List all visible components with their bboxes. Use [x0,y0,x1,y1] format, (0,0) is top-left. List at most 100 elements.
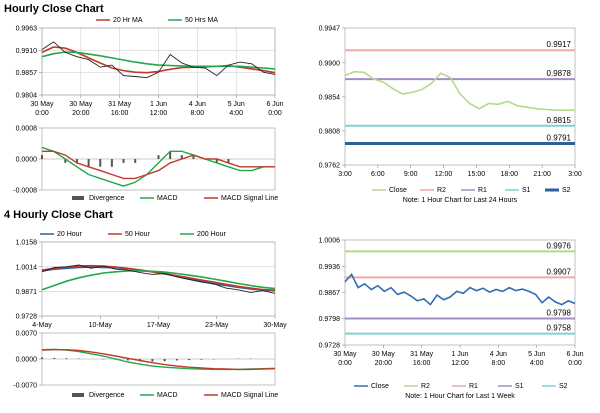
four-hourly-macd-ytick-label: -0.0070 [13,383,37,390]
four-hourly-levels-series-close [344,272,576,306]
hourly-levels-ytick-label: 0.9808 [319,128,341,135]
hourly-price-xtick-label: 12:00 [150,110,168,117]
hourly-price-series-close [41,41,276,79]
four-hourly-levels-ytick-label: 0.9936 [319,264,341,271]
four-hourly-macd-series-macd-signal-line [41,349,276,371]
hourly-macd-series-macd-signal-line [42,150,275,180]
four-hourly-price-series-close [41,264,276,294]
four-hourly-levels-xtick-label: 4 Jun [490,351,507,358]
hourly-levels-legend-item-label: S2 [562,187,571,194]
four-hourly-levels-level-label-s2: 0.9758 [547,324,572,333]
hourly-price-ytick-label: 0.9804 [16,93,38,100]
hourly-macd-ytick-label: 0.0000 [16,157,38,164]
hourly-levels-xtick-label: 6:00 [371,171,385,178]
hourly-price-xtick-label: 5 Jun [228,101,245,108]
hourly-levels-xtick-label: 12:00 [435,171,453,178]
four-hourly-levels-xtick-label: 0:00 [338,360,352,367]
four-hourly-levels-xtick-label: 30 May [372,351,395,358]
four-hourly-price-legend-item-label: 50 Hour [125,231,151,238]
four-hourly-levels-xtick-label: 30 May [334,351,357,358]
hourly-price-ytick-label: 0.9857 [16,70,38,77]
four-hourly-levels-level-label-r1: 0.9907 [547,267,572,276]
four-hourly-levels-xtick-label: 16:00 [413,360,431,367]
hourly-levels-level-label-s2: 0.9791 [547,134,572,143]
hourly-section-title: Hourly Close Chart [4,3,104,15]
four-hourly-levels-level-label-r2: 0.9976 [547,241,572,250]
four-hourly-price-ytick-label: 0.9728 [16,314,38,321]
four-hourly-levels-legend-item-label: S1 [515,383,524,390]
four-hourly-macd-legend-item-label: MACD [157,392,178,399]
hourly-price-xtick-label: 8:00 [191,110,205,117]
four-hourly-levels-ytick-label: 1.0006 [319,238,341,245]
four-hourly-macd-series-macd [41,348,276,371]
hourly-macd-legend-item-swatch [72,196,84,200]
four-hourly-section-title: 4 Hourly Close Chart [4,209,113,221]
four-hourly-macd-ytick-label: 0.0000 [16,357,38,364]
four-hourly-levels-legend-item-label: R1 [469,383,478,390]
hourly-levels-legend-item-label: S1 [522,187,531,194]
hourly-price-legend-item-label: 20 Hr MA [113,17,143,24]
hourly-macd-ytick-label: -0.0008 [13,188,37,195]
hourly-levels-legend-item-label: R2 [437,187,446,194]
hourly-levels-ytick-label: 0.9947 [319,26,341,33]
four-hourly-price-ytick-label: 1.0158 [16,240,38,247]
hourly-price-xtick-label: 1 Jun [150,101,167,108]
hourly-levels-xtick-label: 3:00 [338,171,352,178]
hourly-price-xtick-label: 30 May [31,101,54,108]
hourly-levels-level-label-r1: 0.9878 [547,69,572,78]
hourly-levels-ytick-label: 0.9762 [319,163,341,170]
four-hourly-price-xtick-label: 10-May [89,322,113,329]
four-hourly-price-series-200-hour [41,270,276,291]
hourly-price-legend-item-label: 50 Hrs MA [185,17,218,24]
four-hourly-levels-legend-item-label: R2 [421,383,430,390]
hourly-levels-ytick-label: 0.9854 [319,94,341,101]
hourly-levels-legend-item-label: Close [389,187,407,194]
four-hourly-price-legend-item-label: 20 Hour [57,231,83,238]
hourly-price-frame [41,27,276,96]
four-hourly-levels-xtick-label: 6 Jun [566,351,583,358]
hourly-levels-xtick-label: 21:00 [533,171,551,178]
hourly-price-xtick-label: 31 May [108,101,131,108]
hourly-price-xtick-label: 4:00 [229,110,243,117]
hourly-price-xtick-label: 20:00 [72,110,90,117]
hourly-price-ytick-label: 0.9963 [16,26,38,33]
hourly-price-series-50-hrs-ma [41,51,276,70]
four-hourly-levels-xtick-label: 5 Jun [528,351,545,358]
four-hourly-levels-xtick-label: 8:00 [492,360,506,367]
four-hourly-levels-ytick-label: 0.9867 [319,290,341,297]
four-hourly-macd-legend-item-swatch [72,393,84,397]
hourly-price-xtick-label: 4 Jun [189,101,206,108]
four-hourly-levels-frame [344,239,576,346]
hourly-levels-ytick-label: 0.9900 [319,60,341,67]
four-hourly-price-legend-item-label: 200 Hour [197,231,226,238]
four-hourly-levels-ytick-label: 0.9728 [319,343,341,350]
four-hourly-levels-legend-item-label: Close [371,383,389,390]
four-hourly-price-xtick-label: 17-May [147,322,171,329]
hourly-macd-series-macd [41,146,275,187]
hourly-price-xtick-label: 16:00 [111,110,129,117]
hourly-levels-level-label-s1: 0.9815 [547,116,572,125]
four-hourly-price-ytick-label: 0.9871 [16,289,38,296]
hourly-price-xtick-label: 0:00 [268,110,282,117]
hourly-price-xtick-label: 30 May [69,101,92,108]
hourly-macd-legend-item-label: MACD Signal Line [221,195,278,202]
hourly-macd-ytick-label: 0.0008 [16,126,38,133]
hourly-levels-frame [344,27,576,166]
four-hourly-levels-xtick-label: 4:00 [530,360,544,367]
hourly-macd-legend-item-label: MACD [157,195,178,202]
four-hourly-price-series-50-hour [41,264,276,291]
hourly-price-xtick-label: 0:00 [35,110,49,117]
four-hourly-price-xtick-label: 4-May [32,322,52,329]
four-hourly-price-xtick-label: 23-May [205,322,229,329]
four-hourly-price-xtick-label: 30-May [263,322,287,329]
hourly-levels-note: Note: 1 Hour Chart for Last 24 Hours [403,197,518,204]
four-hourly-levels-xtick-label: 0:00 [568,360,582,367]
four-hourly-macd-ytick-label: 0.0070 [16,331,38,338]
four-hourly-levels-ytick-label: 0.9798 [319,316,341,323]
four-hourly-levels-note: Note: 1 Hour Chart for Last 1 Week [405,393,515,400]
four-hourly-levels-xtick-label: 31 May [410,351,433,358]
hourly-levels-xtick-label: 3:00 [568,171,582,178]
four-hourly-levels-level-label-s1: 0.9798 [547,309,572,318]
four-hourly-macd-legend-item-label: MACD Signal Line [221,392,278,399]
four-hourly-levels-xtick-label: 20:00 [375,360,393,367]
